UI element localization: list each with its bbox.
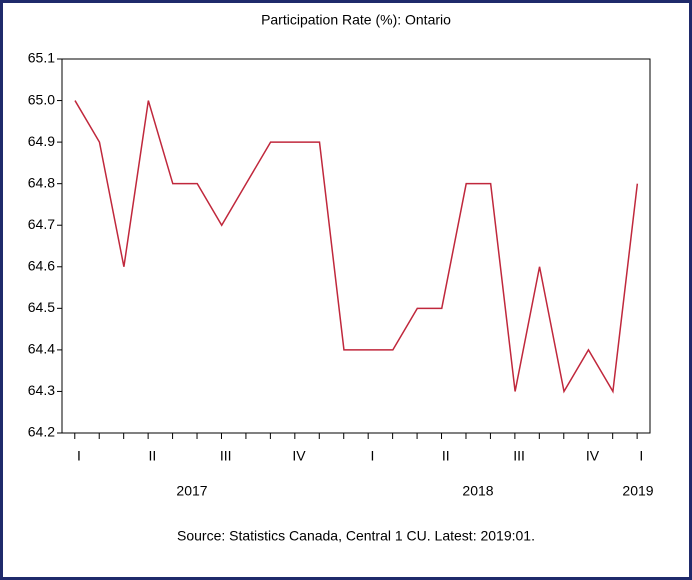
x-tick-label: I (639, 448, 643, 464)
chart-title: Participation Rate (%): Ontario (261, 12, 451, 28)
x-tick-label: IV (292, 448, 306, 464)
y-tick-label: 64.2 (28, 424, 55, 440)
y-tick-label: 64.9 (28, 133, 55, 149)
year-label: 2018 (462, 483, 493, 499)
y-tick-label: 64.8 (28, 174, 55, 190)
x-tick-label: I (370, 448, 374, 464)
x-tick-label: II (442, 448, 450, 464)
y-tick-label: 65.1 (28, 50, 55, 66)
y-tick-label: 64.5 (28, 299, 55, 315)
line-series (74, 100, 639, 394)
x-tick-label: II (148, 448, 156, 464)
x-tick-label: III (513, 448, 525, 464)
x-tick-label: IV (586, 448, 600, 464)
y-tick-label: 64.3 (28, 382, 55, 398)
source-note: Source: Statistics Canada, Central 1 CU.… (177, 528, 535, 544)
y-tick-label: 64.6 (28, 257, 55, 273)
year-label: 2017 (176, 483, 207, 499)
y-tick-label: 64.7 (28, 216, 55, 232)
x-tick-label: III (220, 448, 232, 464)
y-tick-label: 64.4 (28, 341, 55, 357)
x-tick-label: I (77, 448, 81, 464)
y-tick-label: 65.0 (28, 91, 55, 107)
year-label: 2019 (622, 483, 653, 499)
plot-area (61, 58, 651, 434)
